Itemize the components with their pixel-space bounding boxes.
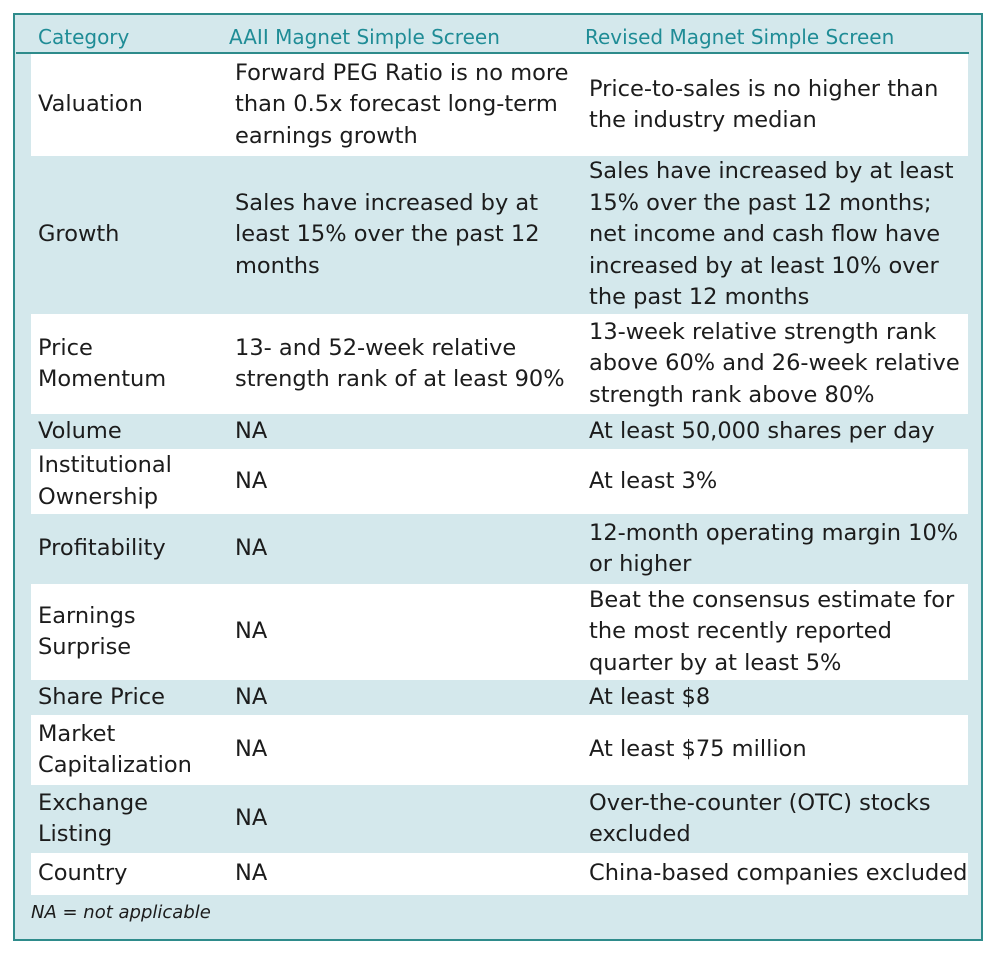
header-revised-screen: Revised Magnet Simple Screen — [585, 25, 895, 49]
cell-revised: At least $75 million — [589, 736, 807, 763]
cell-category: Earnings Surprise — [38, 602, 136, 661]
cell-revised: At least 50,000 shares per day — [589, 417, 935, 444]
table-row: Volume NA At least 50,000 shares per day — [31, 414, 968, 449]
cell-category: Profitability — [38, 535, 166, 562]
cell-revised: Price-to-sales is no higher than the ind… — [589, 75, 939, 134]
table-row: Institutional Ownership NA At least 3% — [31, 449, 968, 514]
header-aaii-screen: AAII Magnet Simple Screen — [229, 25, 500, 49]
table-body: Valuation Forward PEG Ratio is no more t… — [31, 54, 968, 895]
table-row: Exchange Listing NA Over-the-counter (OT… — [31, 785, 968, 853]
cell-aaii: NA — [235, 736, 268, 763]
table-row: Price Momentum 13- and 52-week relative … — [31, 314, 968, 414]
cell-aaii: NA — [235, 618, 268, 645]
cell-revised: 13-week relative strength rank above 60%… — [589, 318, 960, 408]
table-row: Valuation Forward PEG Ratio is no more t… — [31, 54, 968, 156]
cell-category: Market Capitalization — [38, 720, 192, 779]
cell-category: Exchange Listing — [38, 789, 148, 848]
table-row: Growth Sales have increased by at least … — [31, 156, 968, 314]
cell-category: Valuation — [38, 91, 143, 118]
table-row: Market Capitalization NA At least $75 mi… — [31, 715, 968, 785]
cell-revised: Sales have increased by at least 15% ove… — [589, 158, 954, 311]
cell-revised: Over-the-counter (OTC) stocks excluded — [589, 789, 931, 848]
table-row: Country NA China-based companies exclude… — [31, 853, 968, 895]
table-row: Earnings Surprise NA Beat the consensus … — [31, 584, 968, 680]
cell-category: Institutional Ownership — [38, 452, 172, 510]
cell-revised: Beat the consensus estimate for the most… — [589, 586, 955, 676]
cell-category: Share Price — [38, 683, 165, 710]
cell-aaii: NA — [235, 860, 268, 887]
cell-aaii: NA — [235, 417, 268, 444]
cell-category: Volume — [38, 417, 122, 444]
table-row: Share Price NA At least $8 — [31, 680, 968, 715]
cell-aaii: 13- and 52-week relative strength rank o… — [235, 334, 565, 393]
cell-aaii: Forward PEG Ratio is no more than 0.5x f… — [235, 59, 569, 149]
table-row: Profitability NA 12-month operating marg… — [31, 514, 968, 584]
header-category: Category — [38, 25, 130, 49]
cell-aaii: Sales have increased by at least 15% ove… — [235, 189, 540, 279]
cell-category: Growth — [38, 221, 120, 248]
cell-aaii: NA — [235, 535, 268, 562]
cell-revised: China-based companies excluded — [589, 860, 968, 887]
cell-category: Country — [38, 860, 128, 887]
cell-revised: At least 3% — [589, 467, 718, 494]
table-header: Category AAII Magnet Simple Screen Revis… — [16, 16, 969, 54]
cell-aaii: NA — [235, 805, 268, 832]
cell-aaii: NA — [235, 467, 268, 494]
cell-revised: 12-month operating margin 10% or higher — [589, 519, 959, 578]
cell-aaii: NA — [235, 683, 268, 710]
cell-revised: At least $8 — [589, 683, 711, 710]
footnote: NA = not applicable — [31, 902, 211, 923]
cell-category: Price Momentum — [38, 334, 167, 393]
